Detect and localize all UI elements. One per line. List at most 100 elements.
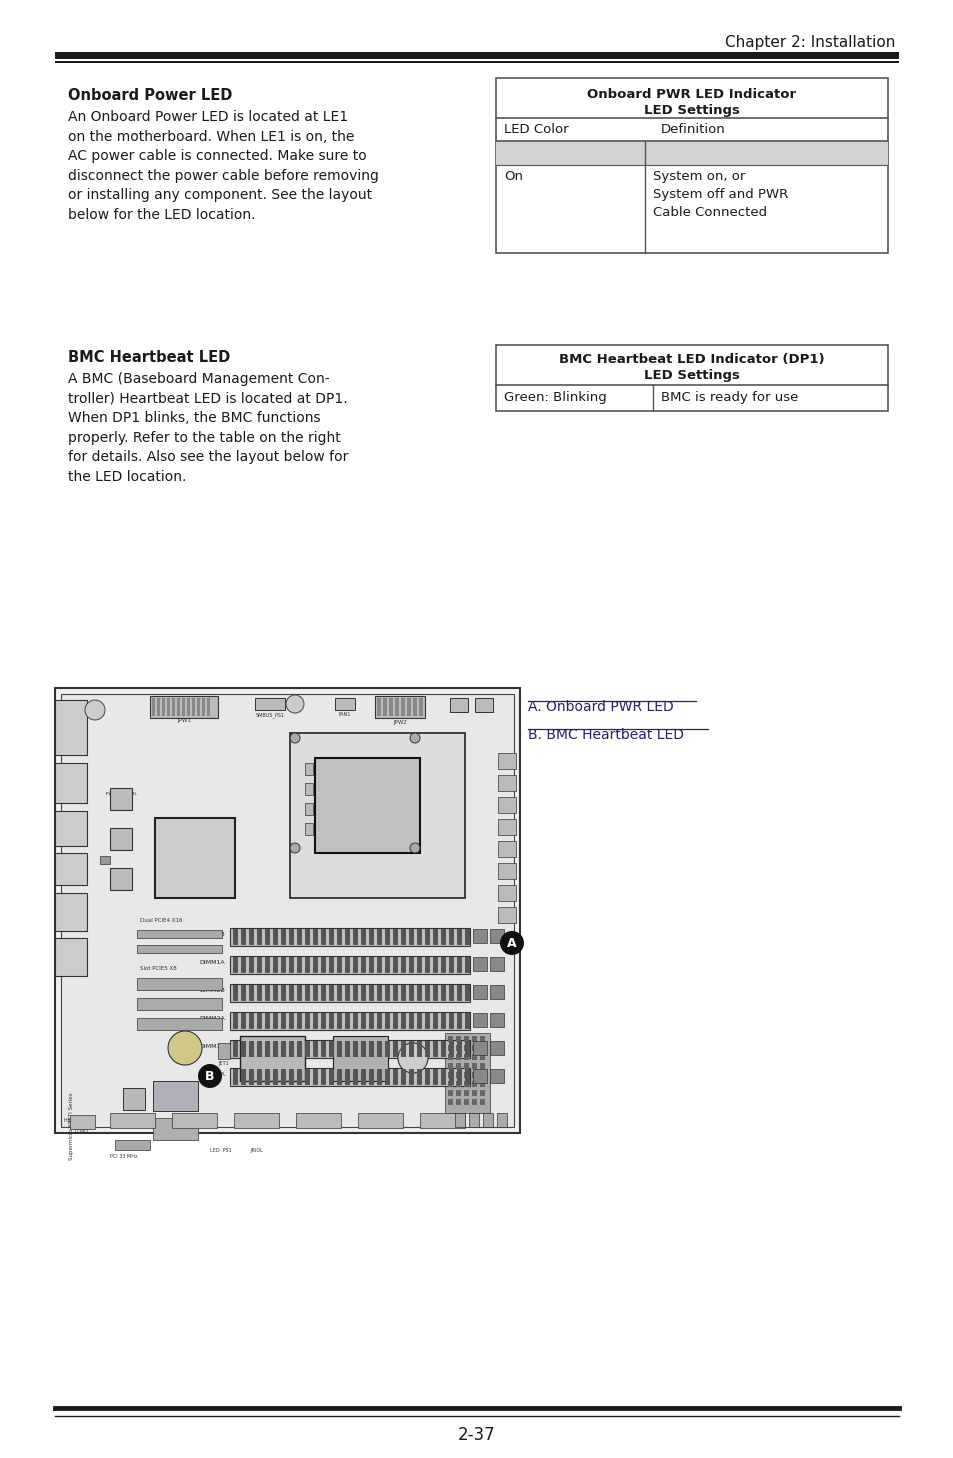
Bar xyxy=(456,1013,461,1029)
Bar xyxy=(409,956,414,972)
Bar xyxy=(479,1037,484,1042)
Bar xyxy=(345,1069,350,1085)
Bar xyxy=(455,1112,464,1127)
Text: below for the LED location.: below for the LED location. xyxy=(68,207,255,222)
Bar xyxy=(345,1041,350,1057)
Bar xyxy=(409,1013,414,1029)
Bar xyxy=(407,698,411,716)
Bar xyxy=(369,1069,374,1085)
Bar xyxy=(152,1118,198,1140)
Text: USB 0/1: USB 0/1 xyxy=(69,770,73,789)
Bar xyxy=(418,698,422,716)
Bar xyxy=(497,1112,506,1127)
Bar xyxy=(463,1045,469,1051)
Bar xyxy=(385,1013,390,1029)
Bar xyxy=(496,346,887,411)
Text: LED Color: LED Color xyxy=(503,122,568,136)
Text: Intel X58: Intel X58 xyxy=(170,849,219,857)
Bar xyxy=(463,1054,469,1060)
Text: properly. Refer to the table on the right: properly. Refer to the table on the righ… xyxy=(68,430,340,445)
Circle shape xyxy=(290,843,299,853)
Text: the LED location.: the LED location. xyxy=(68,469,186,484)
Circle shape xyxy=(198,1064,222,1088)
Text: DIMM1A: DIMM1A xyxy=(199,959,225,965)
Bar xyxy=(395,698,398,716)
Bar xyxy=(497,841,516,857)
Text: PWR LAN CTRL: PWR LAN CTRL xyxy=(106,792,136,796)
Bar xyxy=(265,956,270,972)
Bar xyxy=(424,1041,430,1057)
Text: JET1: JET1 xyxy=(218,1061,229,1066)
Circle shape xyxy=(168,1031,202,1064)
Text: LED  PS1: LED PS1 xyxy=(210,1147,232,1153)
Bar xyxy=(449,929,454,945)
Bar xyxy=(448,1045,453,1051)
Bar xyxy=(289,929,294,945)
Bar xyxy=(265,986,270,1002)
Bar xyxy=(55,688,519,1133)
Text: 2-37: 2-37 xyxy=(457,1426,496,1443)
Bar xyxy=(393,986,397,1002)
Bar xyxy=(196,698,200,716)
Bar xyxy=(409,929,414,945)
Bar xyxy=(207,698,210,716)
Bar xyxy=(218,1042,230,1059)
Bar xyxy=(345,1013,350,1029)
Bar xyxy=(313,986,317,1002)
Bar xyxy=(281,1069,286,1085)
Bar xyxy=(167,698,170,716)
Bar xyxy=(497,752,516,768)
Bar xyxy=(400,986,406,1002)
Text: A BMC (Baseboard Management Con-: A BMC (Baseboard Management Con- xyxy=(68,372,330,386)
Bar xyxy=(296,986,302,1002)
Bar xyxy=(472,1091,476,1096)
Bar xyxy=(376,1069,381,1085)
Bar xyxy=(450,698,468,712)
Bar xyxy=(419,1112,464,1128)
Text: System Off: System Off xyxy=(652,146,726,159)
Text: Chapter 2: Installation: Chapter 2: Installation xyxy=(724,35,894,50)
Bar xyxy=(416,1069,421,1085)
Bar xyxy=(230,1069,470,1086)
Bar xyxy=(137,930,222,937)
Bar xyxy=(296,956,302,972)
Bar xyxy=(152,1080,198,1111)
Text: BMC is ready for use: BMC is ready for use xyxy=(660,391,798,404)
Bar xyxy=(433,1069,437,1085)
Bar xyxy=(249,1041,253,1057)
Bar xyxy=(479,1045,484,1051)
Bar xyxy=(137,1018,222,1029)
Bar xyxy=(376,986,381,1002)
Bar xyxy=(472,1054,476,1060)
Text: KB/MOUSE: KB/MOUSE xyxy=(69,709,73,733)
Bar xyxy=(448,1091,453,1096)
Bar xyxy=(376,929,381,945)
Bar xyxy=(281,1013,286,1029)
Bar xyxy=(448,1080,453,1088)
Text: on the motherboard. When LE1 is on, the: on the motherboard. When LE1 is on, the xyxy=(68,130,354,143)
Bar xyxy=(249,956,253,972)
Text: DIMM3A: DIMM3A xyxy=(199,1072,225,1077)
Bar xyxy=(336,1069,341,1085)
Text: LAN2/4: LAN2/4 xyxy=(69,945,73,962)
Bar xyxy=(472,1045,476,1051)
Text: COM2: COM2 xyxy=(74,1128,90,1134)
Bar xyxy=(296,1041,302,1057)
Bar xyxy=(254,698,285,710)
Bar xyxy=(479,1091,484,1096)
Bar xyxy=(320,1069,326,1085)
Bar xyxy=(333,1037,388,1080)
Bar xyxy=(400,1013,406,1029)
Text: Slot PCIE5 X8: Slot PCIE5 X8 xyxy=(140,967,176,971)
Bar xyxy=(357,1112,402,1128)
Bar xyxy=(70,1115,95,1128)
Bar xyxy=(123,1088,145,1110)
Bar xyxy=(456,1041,461,1057)
Bar xyxy=(162,698,165,716)
Bar xyxy=(313,1069,317,1085)
Bar xyxy=(360,986,366,1002)
Bar xyxy=(353,1069,357,1085)
Bar xyxy=(456,1080,460,1088)
Bar xyxy=(369,1041,374,1057)
Bar xyxy=(55,811,87,846)
